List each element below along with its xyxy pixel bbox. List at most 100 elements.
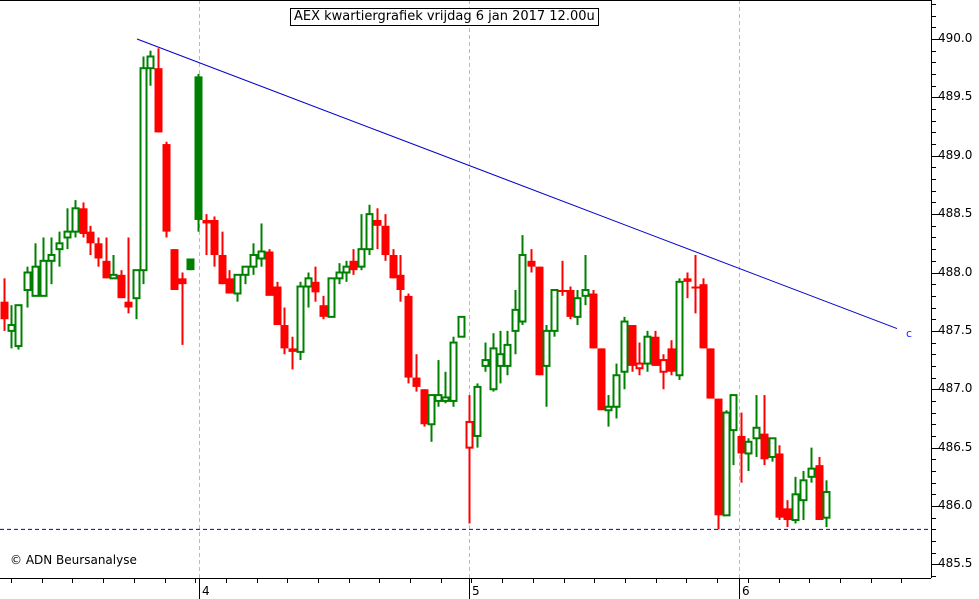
candle xyxy=(511,290,520,355)
candle xyxy=(729,394,738,466)
candle-body xyxy=(63,230,72,239)
candle xyxy=(186,258,195,271)
candle-body xyxy=(194,76,203,220)
candle xyxy=(737,412,746,483)
candle xyxy=(659,354,668,390)
y-tick-label: 489.5 xyxy=(938,89,973,104)
candle xyxy=(194,74,203,232)
candle xyxy=(210,216,219,267)
candle-body xyxy=(699,284,708,349)
candle xyxy=(342,260,351,282)
candle-body xyxy=(202,219,211,224)
candle xyxy=(799,470,808,521)
candle-body xyxy=(434,394,443,402)
candle xyxy=(273,281,282,326)
candle-body xyxy=(667,348,676,372)
candle-body xyxy=(373,219,382,226)
candle xyxy=(63,208,72,250)
candle xyxy=(257,223,266,267)
y-tick-label: 488.5 xyxy=(938,206,973,221)
candle xyxy=(635,342,644,376)
trendline-label: c xyxy=(906,327,913,340)
candle-body xyxy=(304,277,313,288)
candle-body xyxy=(404,295,413,378)
candle xyxy=(146,50,155,86)
candle xyxy=(481,342,490,372)
candle-body xyxy=(737,435,746,454)
candle xyxy=(202,214,211,255)
candle xyxy=(791,476,800,524)
candle-body xyxy=(566,290,575,317)
candle-body xyxy=(257,250,266,260)
candle-body xyxy=(178,278,187,285)
candle-body xyxy=(752,426,761,440)
candle-body xyxy=(722,411,731,517)
y-tick-label: 489.0 xyxy=(938,147,973,162)
candle xyxy=(94,237,103,267)
candle-body xyxy=(822,490,831,519)
candle-body xyxy=(349,260,358,271)
candle xyxy=(335,263,344,285)
candle xyxy=(280,307,289,355)
candle-body xyxy=(71,207,80,233)
candle-body xyxy=(233,273,242,295)
candle-body xyxy=(581,289,590,297)
candle xyxy=(691,254,700,314)
candle xyxy=(117,270,126,299)
copyright-label: © ADN Beursanalyse xyxy=(10,553,137,567)
candle xyxy=(667,340,676,376)
candle-body xyxy=(327,277,336,318)
candle-body xyxy=(518,253,527,323)
candle xyxy=(527,249,536,273)
candle-body xyxy=(604,405,613,412)
candle-body xyxy=(225,278,234,294)
candle xyxy=(518,235,527,326)
candle xyxy=(768,437,777,462)
candle xyxy=(396,254,405,302)
candle-body xyxy=(396,274,405,291)
candle xyxy=(760,395,769,466)
candle xyxy=(124,237,133,314)
candle xyxy=(807,447,816,483)
candle xyxy=(573,290,582,326)
trendline-group xyxy=(0,38,931,530)
candle-body xyxy=(39,259,48,297)
x-tick-label: 5 xyxy=(472,584,480,598)
candle xyxy=(86,225,95,255)
candle-body xyxy=(218,254,227,285)
candle-body xyxy=(389,254,398,279)
candle xyxy=(620,316,629,390)
candle-body xyxy=(775,453,784,518)
candle-body xyxy=(496,353,505,367)
candle-body xyxy=(132,269,141,300)
candle-body xyxy=(635,362,644,370)
candle-body xyxy=(186,258,195,271)
candle-body xyxy=(124,301,133,308)
candle-body xyxy=(799,479,808,502)
candle-body xyxy=(573,297,582,318)
trendline xyxy=(136,38,898,330)
candle-body xyxy=(265,251,274,296)
candle-body xyxy=(31,265,40,297)
axes xyxy=(0,0,941,599)
candle-body xyxy=(511,308,520,332)
candle-body xyxy=(527,260,536,267)
candle-body xyxy=(620,320,629,373)
candle-body xyxy=(381,225,390,255)
candle xyxy=(675,278,684,380)
candle-body xyxy=(210,219,219,255)
candle xyxy=(449,336,458,407)
candle-body xyxy=(427,394,436,426)
candles xyxy=(0,48,831,530)
candle-body xyxy=(481,359,490,367)
candle xyxy=(373,208,382,250)
candle xyxy=(311,266,320,302)
y-tick-label: 490.0 xyxy=(938,31,973,45)
candle xyxy=(225,270,234,294)
candle xyxy=(503,330,512,376)
candle xyxy=(420,389,429,427)
candle-body xyxy=(791,493,800,522)
candle xyxy=(815,456,824,521)
candle-body xyxy=(412,377,421,387)
candle xyxy=(162,141,171,238)
